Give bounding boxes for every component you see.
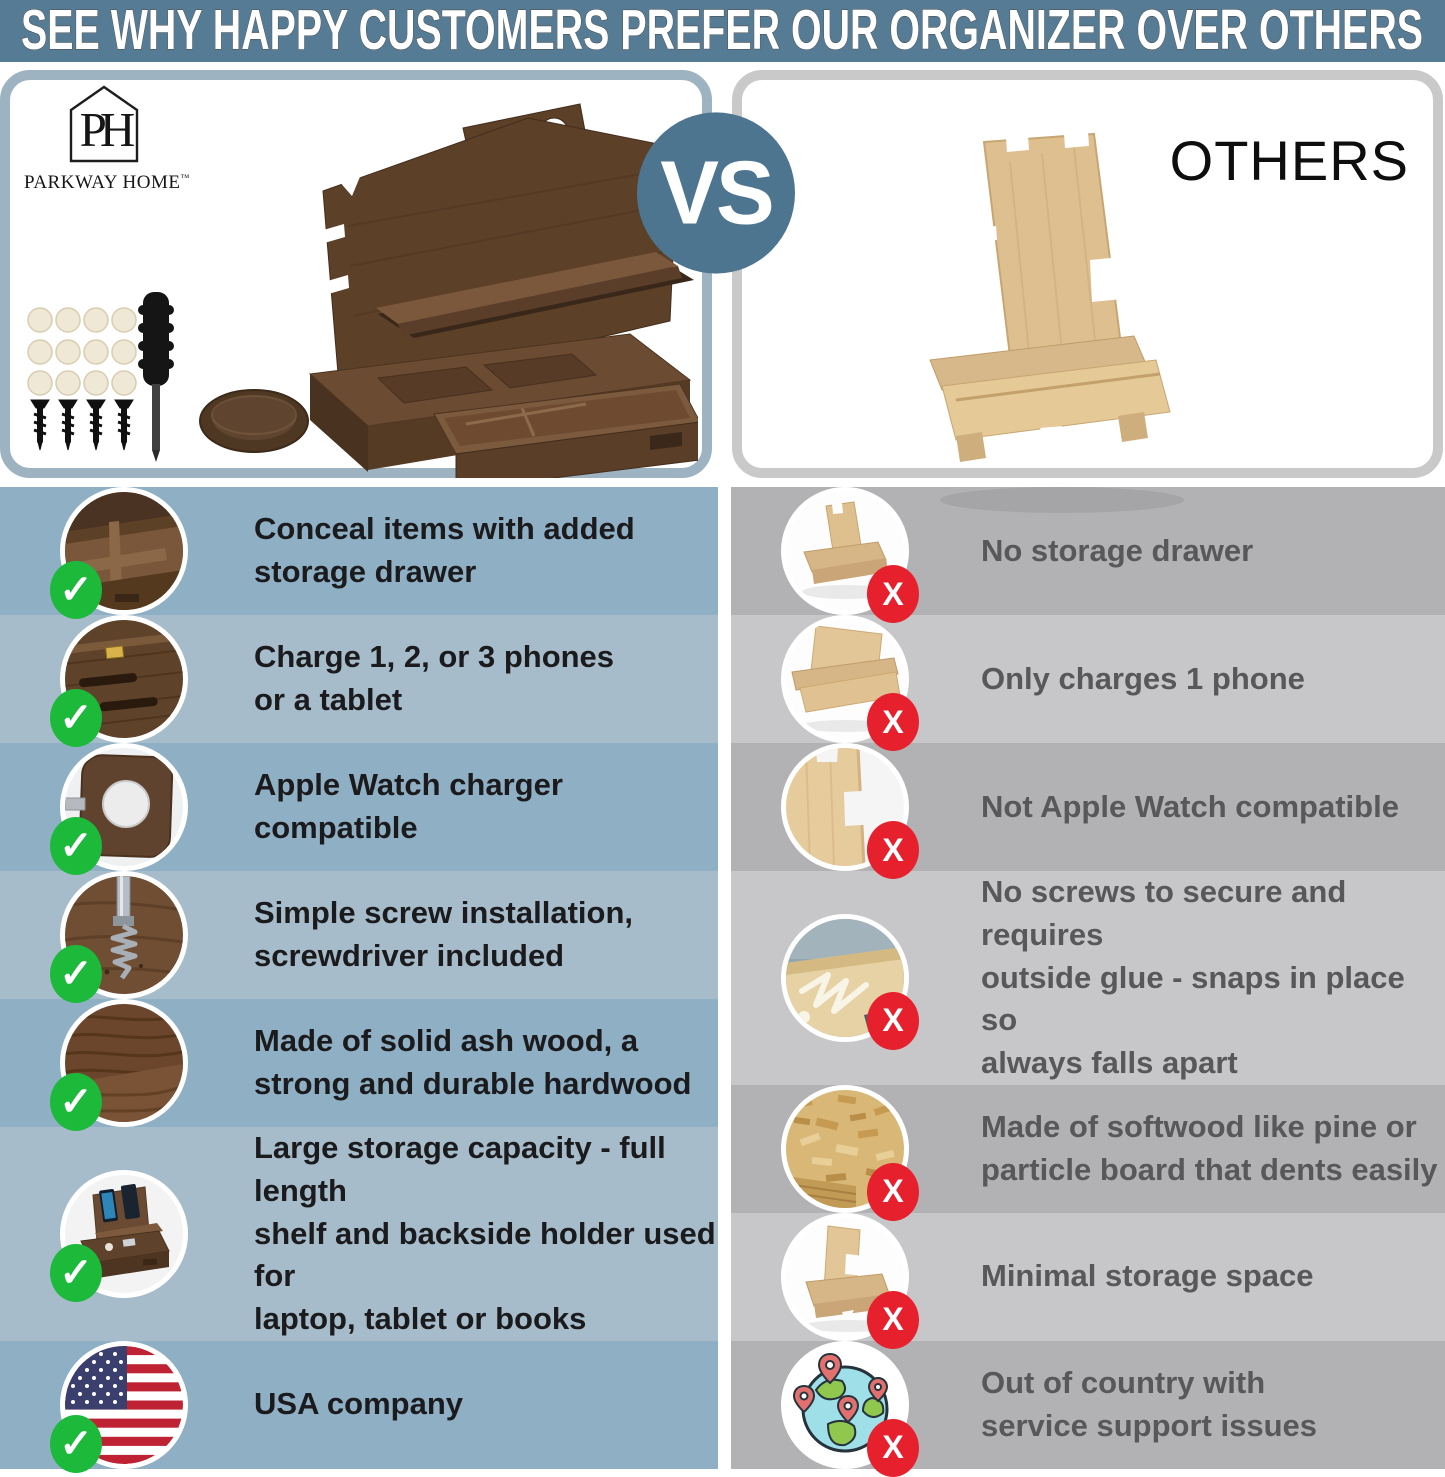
row-photo-wrap: ✓ xyxy=(50,615,188,747)
theirs-row-minimal-storage: X Minimal storage space xyxy=(731,1212,1445,1349)
theirs-row-no-drawer: X No storage drawer xyxy=(731,487,1445,623)
check-icon: ✓ xyxy=(50,689,102,747)
theirs-product-panel: OTHERS xyxy=(732,70,1443,513)
row-photo-wrap: X xyxy=(781,913,919,1050)
row-photo-wrap: X xyxy=(781,615,919,751)
ours-row-large-storage: ✓ Large storage capacity - full length s… xyxy=(0,1127,718,1341)
brand-name-text: PARKWAY HOME xyxy=(24,172,181,193)
comparison-rows: ✓ Conceal items with added storage drawe… xyxy=(0,487,1445,1477)
row-photo-wrap: X xyxy=(781,743,919,879)
ours-product-panel: PH PARKWAY HOME™ xyxy=(0,70,712,478)
feature-text: USA company xyxy=(254,1386,464,1422)
ours-row-watch-charger: ✓ Apple Watch charger compatible xyxy=(0,743,718,875)
check-icon: ✓ xyxy=(50,1073,102,1131)
full-organizer-photo xyxy=(60,1169,188,1298)
plywood-stand-close-photo xyxy=(781,615,909,743)
ours-row-screw-install: ✓ Simple screw installation, screwdriver… xyxy=(0,871,718,1003)
ours-row-storage-drawer: ✓ Conceal items with added storage drawe… xyxy=(0,487,718,619)
row-photo-wrap: ✓ xyxy=(50,743,188,875)
feature-text: Conceal items with added storage drawer xyxy=(254,511,635,589)
drawback-text: No screws to secure and requires outside… xyxy=(981,874,1405,1081)
drawback-text: Minimal storage space xyxy=(981,1258,1314,1294)
vs-circle: VS xyxy=(637,112,795,274)
row-photo-wrap: ✓ xyxy=(50,487,188,619)
headline-banner-svg: SEE WHY HAPPY CUSTOMERS PREFER OUR ORGAN… xyxy=(20,0,1423,62)
row-photo-wrap: ✓ xyxy=(50,1169,188,1302)
row-photo-wrap: X xyxy=(781,1084,919,1221)
theirs-column: X No storage drawer X Only charges 1 pho… xyxy=(731,487,1445,1477)
trademark-symbol: ™ xyxy=(180,172,190,183)
drawback-text: Not Apple Watch compatible xyxy=(981,788,1399,824)
ours-row-charging: ✓ Charge 1, 2, or 3 phones or a tablet xyxy=(0,615,718,747)
theirs-row-one-phone: X Only charges 1 phone xyxy=(731,615,1445,751)
row-photo-wrap: ✓ xyxy=(50,999,188,1131)
parkway-home-logo: PH PARKWAY HOME™ xyxy=(24,84,189,194)
check-icon: ✓ xyxy=(50,561,102,619)
check-icon: ✓ xyxy=(50,1414,102,1473)
theirs-row-no-watch: X Not Apple Watch compatible xyxy=(731,743,1445,879)
theirs-row-softwood: X Made of softwood like pine or particle… xyxy=(731,1084,1445,1221)
cross-icon: X xyxy=(867,1162,919,1221)
feature-text: Made of solid ash wood, a strong and dur… xyxy=(254,1023,692,1101)
theirs-row-no-screws: X No screws to secure and requires outsi… xyxy=(731,871,1445,1085)
feature-text: Simple screw installation, screwdriver i… xyxy=(254,895,634,973)
headline-banner: SEE WHY HAPPY CUSTOMERS PREFER OUR ORGAN… xyxy=(0,0,1445,62)
theirs-row-out-of-country: X Out of country with service support is… xyxy=(731,1340,1445,1477)
screwdriver-icon xyxy=(138,292,174,462)
logo-initials: PH xyxy=(80,102,134,157)
check-icon: ✓ xyxy=(50,817,102,875)
cross-icon: X xyxy=(867,693,919,751)
cross-icon: X xyxy=(867,991,919,1050)
row-photo-wrap: ✓ xyxy=(50,871,188,1003)
vs-label: VS xyxy=(660,142,774,243)
banner-title: SEE WHY HAPPY CUSTOMERS PREFER OUR ORGAN… xyxy=(21,0,1423,62)
cross-icon: X xyxy=(867,565,919,623)
row-photo-wrap: X xyxy=(781,1212,919,1349)
check-icon: ✓ xyxy=(50,1243,102,1302)
cross-icon: X xyxy=(867,821,919,879)
cross-icon: X xyxy=(867,1418,919,1477)
feature-text: Apple Watch charger compatible xyxy=(254,767,563,845)
feature-text: Charge 1, 2, or 3 phones or a tablet xyxy=(254,639,615,717)
row-photo-wrap: X xyxy=(781,1340,919,1477)
check-icon: ✓ xyxy=(50,945,102,1003)
theirs-product-photo xyxy=(929,132,1184,513)
ours-product-photo xyxy=(308,103,698,478)
ours-row-ash-wood: ✓ Made of solid ash wood, a strong and d… xyxy=(0,999,718,1131)
cross-icon: X xyxy=(867,1290,919,1349)
drawback-text: Only charges 1 phone xyxy=(981,660,1305,696)
row-photo-wrap: ✓ xyxy=(50,1340,188,1473)
panel-cutout-photo xyxy=(781,743,909,871)
row-photo-wrap: X xyxy=(781,487,919,623)
accessories-photo xyxy=(27,292,174,462)
ours-row-usa-company: ✓ USA company xyxy=(0,1340,718,1473)
drawback-text: No storage drawer xyxy=(981,532,1254,568)
coaster-photo xyxy=(199,389,309,453)
brand-name: PARKWAY HOME™ xyxy=(24,172,189,194)
drawback-text: Made of softwood like pine or particle b… xyxy=(981,1109,1438,1187)
ours-column: ✓ Conceal items with added storage drawe… xyxy=(0,487,718,1473)
house-logo-icon: PH xyxy=(69,85,141,163)
drawback-text: Out of country with service support issu… xyxy=(981,1365,1317,1443)
top-comparison-panels: PH PARKWAY HOME™ xyxy=(0,62,1445,513)
others-label: OTHERS xyxy=(1169,129,1409,192)
column-divider xyxy=(718,487,731,1445)
feature-text: Large storage capacity - full length she… xyxy=(254,1130,716,1337)
